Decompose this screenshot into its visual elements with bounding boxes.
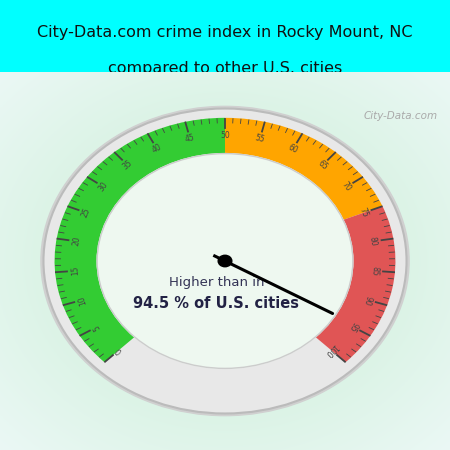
- Text: 65: 65: [316, 158, 329, 172]
- Text: City-Data.com crime index in Rocky Mount, NC: City-Data.com crime index in Rocky Mount…: [37, 25, 413, 40]
- Text: 20: 20: [72, 236, 82, 247]
- Text: 94.5 % of U.S. cities: 94.5 % of U.S. cities: [134, 297, 300, 311]
- Text: Higher than in: Higher than in: [169, 276, 264, 289]
- Text: 10: 10: [76, 294, 88, 306]
- Wedge shape: [225, 118, 382, 220]
- Text: 95: 95: [346, 320, 359, 333]
- Text: 45: 45: [184, 133, 196, 144]
- Text: 25: 25: [81, 207, 92, 219]
- Text: 60: 60: [287, 143, 300, 155]
- Circle shape: [44, 109, 406, 413]
- Text: 80: 80: [368, 236, 378, 247]
- Text: 70: 70: [340, 180, 353, 194]
- Text: 0: 0: [114, 345, 124, 355]
- Wedge shape: [54, 118, 225, 362]
- Text: compared to other U.S. cities: compared to other U.S. cities: [108, 61, 342, 76]
- Circle shape: [41, 106, 409, 416]
- Text: 75: 75: [358, 207, 369, 219]
- Text: City-Data.com: City-Data.com: [364, 111, 438, 121]
- Text: 40: 40: [150, 143, 163, 155]
- Text: 85: 85: [369, 266, 379, 276]
- Wedge shape: [315, 206, 396, 362]
- Text: 15: 15: [71, 266, 81, 276]
- Text: 35: 35: [121, 158, 134, 172]
- Text: 30: 30: [97, 180, 110, 194]
- Circle shape: [97, 153, 353, 369]
- Text: 5: 5: [92, 322, 102, 331]
- Text: 50: 50: [220, 130, 230, 140]
- Text: 90: 90: [362, 294, 374, 306]
- Text: 55: 55: [254, 133, 266, 144]
- Text: 100: 100: [323, 342, 339, 358]
- Circle shape: [218, 255, 232, 267]
